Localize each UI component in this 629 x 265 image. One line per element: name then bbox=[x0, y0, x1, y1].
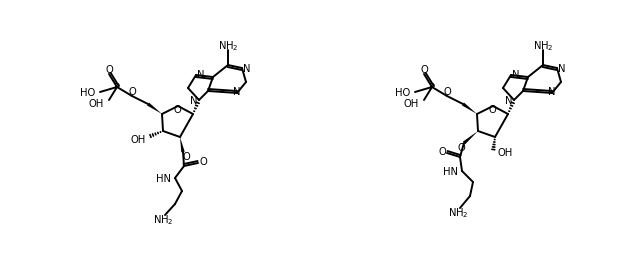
Text: N: N bbox=[559, 64, 565, 74]
Polygon shape bbox=[463, 131, 478, 144]
Text: NH$_2$: NH$_2$ bbox=[448, 206, 468, 220]
Text: HN: HN bbox=[156, 174, 171, 184]
Text: OH: OH bbox=[404, 99, 419, 109]
Text: O: O bbox=[199, 157, 207, 167]
Polygon shape bbox=[180, 137, 185, 152]
Text: O: O bbox=[457, 143, 465, 153]
Text: N: N bbox=[190, 96, 198, 106]
Polygon shape bbox=[462, 103, 477, 114]
Text: N: N bbox=[512, 70, 520, 80]
Text: O: O bbox=[488, 105, 496, 115]
Polygon shape bbox=[147, 103, 162, 114]
Text: OH: OH bbox=[131, 135, 146, 145]
Text: O: O bbox=[173, 105, 181, 115]
Text: N: N bbox=[233, 87, 241, 97]
Text: P: P bbox=[429, 83, 435, 93]
Text: N: N bbox=[243, 64, 251, 74]
Text: HO: HO bbox=[395, 88, 410, 98]
Text: O: O bbox=[443, 87, 451, 97]
Text: P: P bbox=[114, 83, 120, 93]
Text: O: O bbox=[420, 65, 428, 75]
Text: NH$_2$: NH$_2$ bbox=[218, 39, 238, 53]
Text: O: O bbox=[105, 65, 113, 75]
Text: OH: OH bbox=[89, 99, 104, 109]
Text: HN: HN bbox=[443, 167, 458, 177]
Text: N: N bbox=[505, 96, 513, 106]
Text: N: N bbox=[198, 70, 205, 80]
Text: HO: HO bbox=[80, 88, 95, 98]
Text: N: N bbox=[548, 87, 556, 97]
Text: OH: OH bbox=[497, 148, 512, 158]
Text: O: O bbox=[182, 152, 190, 162]
Text: O: O bbox=[438, 147, 446, 157]
Text: NH$_2$: NH$_2$ bbox=[533, 39, 554, 53]
Text: O: O bbox=[128, 87, 136, 97]
Text: NH$_2$: NH$_2$ bbox=[153, 213, 173, 227]
